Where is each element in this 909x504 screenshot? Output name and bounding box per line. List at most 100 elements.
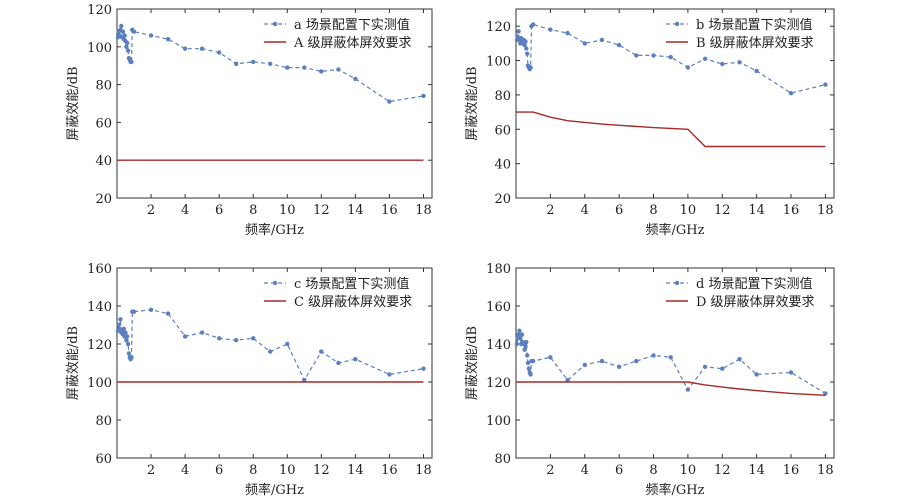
data-point — [528, 65, 533, 70]
y-tick-label: 100 — [486, 414, 511, 429]
data-point — [565, 30, 570, 36]
x-tick-label: 16 — [783, 463, 800, 478]
x-tick-label: 14 — [347, 203, 364, 218]
x-axis-label: 频率/GHz — [646, 482, 705, 498]
x-tick-label: 4 — [181, 203, 189, 218]
data-point — [754, 68, 759, 74]
data-point — [182, 46, 188, 51]
y-tick-label: 120 — [87, 338, 112, 353]
x-tick-label: 2 — [147, 203, 155, 218]
legend-label-requirement: D 级屏蔽体屏效要求 — [696, 295, 815, 310]
series-requirement-line — [516, 381, 826, 396]
series-measured-line — [117, 25, 424, 103]
data-point — [129, 59, 134, 65]
legend-label-measured: b 场景配置下实测值 — [696, 17, 812, 33]
data-point — [519, 332, 525, 337]
data-point — [788, 91, 794, 96]
x-tick-label: 6 — [615, 203, 623, 218]
x-tick-label: 8 — [649, 203, 657, 218]
data-point — [582, 41, 587, 46]
y-tick-label: 40 — [494, 158, 511, 173]
plot-frame — [515, 8, 835, 199]
plot-frame — [116, 8, 433, 199]
series-measured-line — [117, 309, 424, 382]
legend-marker — [272, 280, 278, 286]
x-tick-label: 14 — [347, 463, 364, 478]
legend-label-measured: a 场景配置下实测值 — [294, 17, 410, 33]
x-axis-label: 频率/GHz — [646, 222, 705, 238]
y-tick-label: 80 — [95, 414, 112, 429]
data-point — [336, 67, 341, 72]
series-requirement-line — [516, 111, 826, 148]
legend-marker — [674, 280, 680, 286]
data-point — [119, 23, 124, 29]
data-point — [125, 48, 131, 53]
y-tick-label: 160 — [87, 262, 112, 277]
legend-label-measured: d 场景配置下实测值 — [696, 276, 812, 292]
x-tick-label: 14 — [748, 203, 765, 218]
y-tick-label: 60 — [95, 116, 112, 131]
y-tick-label: 80 — [494, 89, 511, 104]
data-point — [353, 357, 358, 362]
y-tick-label: 120 — [87, 3, 112, 18]
x-tick-label: 2 — [147, 463, 155, 478]
plot-frame — [116, 267, 433, 459]
data-point — [165, 311, 171, 316]
y-tick-label: 100 — [87, 41, 112, 56]
data-point — [548, 27, 553, 32]
data-point — [720, 366, 725, 371]
data-point — [668, 54, 673, 60]
x-tick-label: 16 — [381, 203, 398, 218]
y-tick-label: 140 — [87, 300, 112, 315]
data-point — [531, 22, 536, 27]
data-point — [516, 332, 521, 337]
data-point — [217, 50, 222, 55]
data-point — [116, 322, 121, 328]
data-point — [702, 364, 708, 369]
y-tick-label: 160 — [486, 300, 511, 315]
x-tick-label: 18 — [415, 463, 432, 478]
data-point — [124, 44, 129, 49]
y-tick-label: 120 — [486, 376, 511, 391]
data-point — [514, 341, 520, 347]
data-point — [634, 358, 639, 364]
data-point — [531, 358, 536, 364]
data-point — [599, 358, 605, 364]
x-tick-label: 2 — [546, 463, 554, 478]
x-tick-label: 6 — [615, 463, 623, 478]
y-tick-label: 40 — [95, 154, 112, 169]
data-point — [720, 61, 725, 67]
data-point — [123, 330, 128, 335]
data-point — [302, 65, 307, 70]
x-tick-label: 4 — [181, 463, 189, 478]
x-tick-label: 12 — [313, 463, 330, 478]
data-point — [199, 330, 205, 335]
legend-label-requirement: B 级屏蔽体屏效要求 — [696, 36, 814, 51]
panel-a: 2 4 6 8 10 12 14 16 18 20 40 60 80 100 120 频率/GHz 屏蔽效能/d… — [66, 3, 433, 238]
x-tick-label: 6 — [215, 203, 223, 218]
y-tick-label: 20 — [95, 192, 112, 207]
data-point — [387, 99, 392, 104]
y-tick-label: 60 — [494, 123, 511, 138]
y-tick-label: 60 — [95, 452, 112, 467]
y-axis-label: 屏蔽效能/dB — [465, 326, 480, 400]
data-point — [702, 56, 708, 61]
data-point — [122, 33, 127, 38]
data-point — [823, 82, 828, 87]
data-point — [523, 343, 528, 349]
data-point — [599, 37, 605, 43]
data-point — [148, 307, 154, 312]
data-point — [788, 370, 794, 375]
y-axis-label: 屏蔽效能/dB — [66, 66, 81, 140]
data-point — [524, 46, 529, 51]
data-point — [387, 372, 392, 377]
data-point — [523, 39, 528, 44]
data-point — [124, 338, 129, 343]
x-axis-label: 频率/GHz — [245, 482, 304, 498]
data-point — [120, 29, 126, 34]
data-point — [251, 336, 256, 341]
legend-label-requirement: C 级屏蔽体屏效要求 — [294, 295, 412, 310]
data-point — [651, 353, 656, 358]
data-point — [525, 51, 530, 56]
